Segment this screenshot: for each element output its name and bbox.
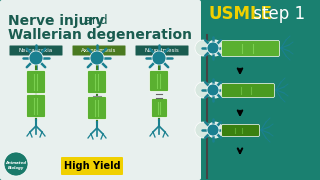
FancyBboxPatch shape (61, 157, 123, 175)
Text: Neurotmesis: Neurotmesis (145, 48, 180, 53)
FancyBboxPatch shape (135, 46, 188, 55)
Circle shape (207, 82, 223, 98)
FancyBboxPatch shape (87, 96, 107, 120)
Circle shape (29, 51, 43, 65)
Text: High Yield: High Yield (64, 161, 120, 171)
Circle shape (207, 42, 219, 54)
Circle shape (207, 124, 219, 136)
Circle shape (90, 51, 104, 65)
Text: and: and (80, 14, 108, 27)
Circle shape (195, 122, 211, 138)
Text: Axonotmesis: Axonotmesis (81, 48, 117, 53)
Circle shape (207, 40, 223, 56)
Circle shape (4, 152, 28, 176)
Text: Neurapraxia: Neurapraxia (19, 48, 53, 53)
Text: Biology: Biology (8, 166, 24, 170)
Text: Nerve injury: Nerve injury (8, 14, 104, 28)
Circle shape (195, 40, 211, 56)
FancyBboxPatch shape (27, 94, 45, 118)
FancyBboxPatch shape (27, 71, 45, 93)
FancyBboxPatch shape (10, 46, 62, 55)
FancyBboxPatch shape (149, 71, 169, 91)
Text: Animated: Animated (5, 161, 27, 165)
FancyBboxPatch shape (221, 40, 279, 57)
Text: USMLE: USMLE (208, 5, 272, 23)
Text: Wallerian degeneration: Wallerian degeneration (8, 28, 192, 42)
FancyBboxPatch shape (87, 71, 107, 93)
FancyBboxPatch shape (0, 0, 201, 180)
FancyBboxPatch shape (151, 98, 167, 118)
Circle shape (207, 122, 223, 138)
Circle shape (152, 51, 166, 65)
FancyBboxPatch shape (73, 46, 125, 55)
FancyBboxPatch shape (221, 125, 260, 136)
FancyBboxPatch shape (221, 84, 275, 98)
Circle shape (195, 82, 211, 98)
Circle shape (207, 84, 219, 96)
Text: step 1: step 1 (248, 5, 305, 23)
